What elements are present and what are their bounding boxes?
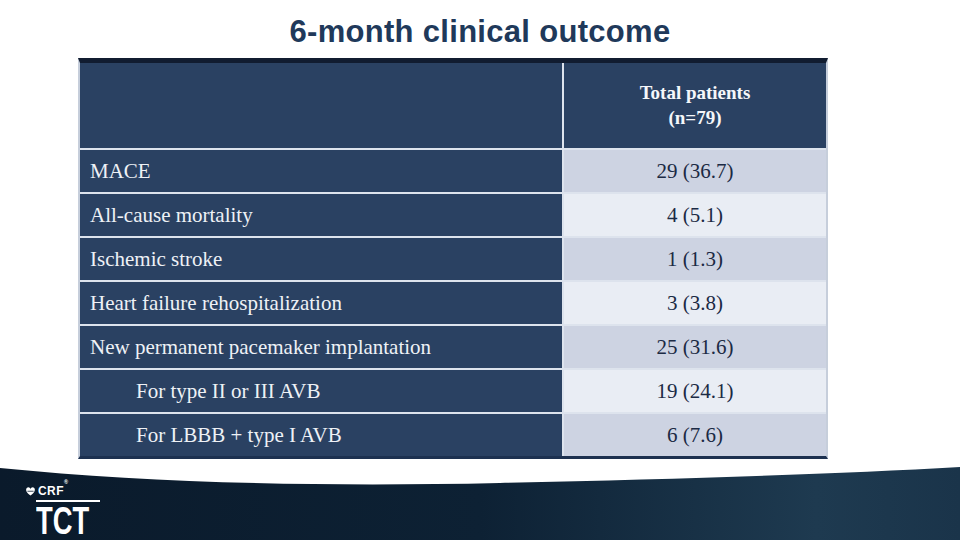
crf-heart-icon [25,486,36,496]
row-label-ischemic-stroke: Ischemic stroke [80,238,562,280]
table-header-empty-cell [80,63,562,148]
clinical-outcome-table: Total patients (n=79) MACE 29 (36.7) All… [78,58,828,459]
row-value-ischemic-stroke: 1 (1.3) [564,238,826,280]
row-label-heart-failure-rehospitalization: Heart failure rehospitalization [80,282,562,324]
registered-mark: ® [64,479,69,485]
row-label-all-cause-mortality: All-cause mortality [80,194,562,236]
row-value-heart-failure-rehospitalization: 3 (3.8) [564,282,826,324]
tct-crf-logo: CRF® TCT [25,483,110,540]
crf-label: CRF® [38,483,68,498]
tct-label: TCT [36,502,89,540]
header-line2: (n=79) [668,106,721,131]
row-label-new-permanent-pacemaker: New permanent pacemaker implantation [80,326,562,368]
row-value-new-permanent-pacemaker: 25 (31.6) [564,326,826,368]
table-header-total-patients: Total patients (n=79) [564,63,826,148]
row-value-all-cause-mortality: 4 (5.1) [564,194,826,236]
header-line1: Total patients [640,81,751,106]
footer-curve-band [0,455,960,540]
row-label-type-ii-iii-avb: For type II or III AVB [80,370,562,412]
row-value-mace: 29 (36.7) [564,150,826,192]
row-value-type-ii-iii-avb: 19 (24.1) [564,370,826,412]
page-title: 6-month clinical outcome [0,14,960,50]
row-label-mace: MACE [80,150,562,192]
row-label-lbbb-type-i-avb: For LBBB + type I AVB [80,414,562,456]
row-value-lbbb-type-i-avb: 6 (7.6) [564,414,826,456]
